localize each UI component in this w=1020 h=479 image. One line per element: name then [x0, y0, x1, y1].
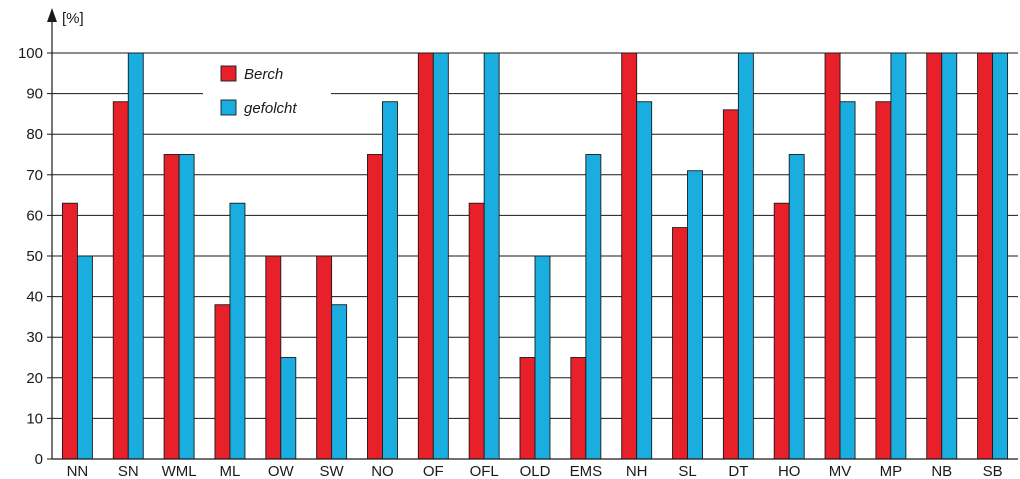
y-tick-label: 10 — [26, 410, 43, 427]
bar-berch-nn — [61, 202, 78, 460]
legend-swatch-gefolcht — [220, 99, 237, 116]
bar-gefolcht-sb — [992, 52, 1009, 460]
x-tick-label: OFL — [470, 463, 499, 479]
bar-gefolcht-no — [382, 101, 398, 460]
bar-berch-sl — [672, 227, 688, 460]
bar-berch-nb — [926, 52, 943, 460]
bar-berch-mp — [875, 101, 892, 460]
y-tick-label: 70 — [26, 167, 43, 184]
y-tick-label: 90 — [26, 86, 43, 103]
bar-berch-sn — [112, 101, 129, 460]
bar-berch-ho — [773, 202, 790, 460]
y-tick-label: 40 — [26, 289, 43, 306]
x-tick-label: ML — [220, 463, 241, 479]
bar-gefolcht-mp — [890, 52, 907, 460]
bar-gefolcht-dt — [737, 52, 754, 460]
bar-berch-ml — [214, 304, 231, 460]
bar-berch-ow — [265, 255, 282, 460]
legend-label-gefolcht: gefolcht — [244, 100, 297, 117]
x-tick-label: SN — [118, 463, 139, 479]
x-tick-labels: NN SN WML ML OW SW NO OF OFL OLD EMS NH SL DT HO MV MP NB… — [67, 463, 1003, 479]
y-tick-labels: 0 10 20 30 40 50 60 70 80 90 100 — [18, 45, 52, 468]
x-tick-label: WML — [162, 463, 197, 479]
bars — [61, 52, 1009, 460]
y-tick-label: 30 — [26, 329, 43, 346]
x-tick-label: NH — [626, 463, 648, 479]
y-tick-label: 0 — [35, 451, 43, 468]
bar-gefolcht-ow — [280, 357, 297, 460]
bar-gefolcht-ofl — [483, 52, 500, 460]
x-tick-label: NO — [371, 463, 394, 479]
x-tick-label: MP — [880, 463, 903, 479]
bar-gefolcht-wml — [178, 154, 195, 460]
x-tick-label: SL — [678, 463, 696, 479]
y-tick-label: 50 — [26, 248, 43, 265]
x-tick-label: OF — [423, 463, 444, 479]
x-tick-label: NB — [931, 463, 952, 479]
bar-berch-no — [367, 154, 383, 460]
bar-berch-ems — [570, 357, 587, 460]
bar-berch-sb — [977, 52, 994, 460]
bar-gefolcht-ems — [585, 154, 602, 460]
y-axis-unit-label: [%] — [62, 10, 84, 27]
bar-gefolcht-nh — [636, 101, 653, 460]
y-tick-label: 60 — [26, 207, 43, 224]
bar-gefolcht-sl — [687, 170, 703, 460]
y-tick-label: 100 — [18, 45, 43, 62]
bar-gefolcht-sw — [331, 304, 348, 460]
bar-berch-wml — [163, 154, 180, 460]
x-tick-label: SW — [320, 463, 345, 479]
legend-swatch-berch — [220, 65, 237, 82]
x-tick-label: HO — [778, 463, 801, 479]
bar-berch-of — [417, 52, 434, 460]
bar-gefolcht-ho — [788, 154, 805, 460]
legend: Berch gefolcht — [203, 58, 331, 126]
x-tick-label: DT — [728, 463, 748, 479]
x-tick-label: OLD — [520, 463, 551, 479]
bar-gefolcht-nb — [941, 52, 958, 460]
x-tick-label: EMS — [570, 463, 603, 479]
bar-berch-ofl — [468, 202, 485, 460]
bar-gefolcht-of — [432, 52, 449, 460]
legend-label-berch: Berch — [244, 66, 283, 83]
bar-berch-nh — [621, 52, 638, 460]
bar-gefolcht-nn — [76, 255, 93, 460]
x-tick-label: OW — [268, 463, 295, 479]
bar-gefolcht-old — [534, 255, 551, 460]
x-tick-label: MV — [829, 463, 852, 479]
bar-berch-mv — [824, 52, 841, 460]
x-tick-label: NN — [67, 463, 89, 479]
y-tick-label: 80 — [26, 126, 43, 143]
axes — [47, 8, 1018, 460]
y-axis-arrow — [47, 8, 57, 22]
bar-berch-dt — [722, 109, 739, 460]
x-tick-label: SB — [983, 463, 1003, 479]
bar-berch-old — [519, 357, 536, 460]
bar-gefolcht-ml — [229, 202, 246, 460]
bar-berch-sw — [316, 255, 333, 460]
bar-gefolcht-mv — [839, 101, 856, 460]
y-tick-label: 20 — [26, 370, 43, 387]
bar-gefolcht-sn — [127, 52, 144, 460]
